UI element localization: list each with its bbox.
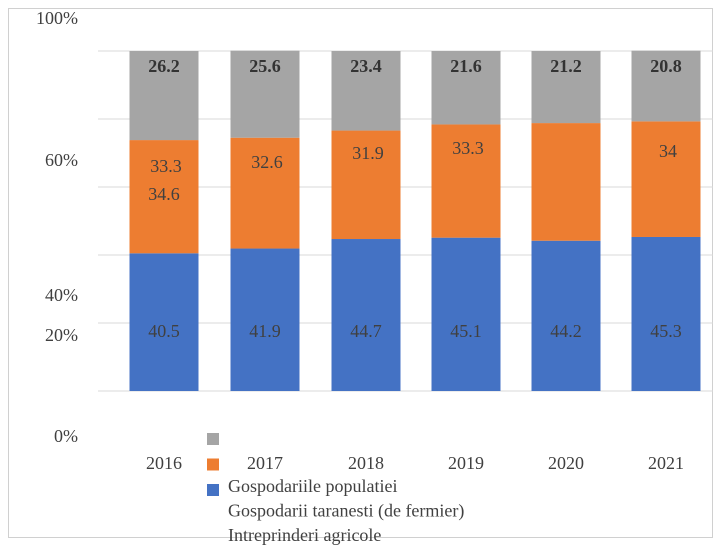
y-tick-label: 60%	[45, 150, 78, 170]
bar-segment	[230, 137, 300, 249]
bar-segment	[331, 239, 401, 391]
x-tick-label: 2020	[548, 453, 584, 473]
x-tick-label: 2021	[648, 453, 684, 473]
bar-segment	[531, 51, 601, 124]
x-tick-label: 2017	[247, 453, 283, 473]
bar-segment	[531, 240, 601, 391]
y-tick-label: 0%	[54, 426, 78, 446]
data-label: 32.6	[251, 152, 283, 172]
data-label: 34	[659, 141, 677, 161]
bar-segment	[631, 121, 701, 237]
data-label: 33.3	[150, 156, 182, 176]
data-label: 25.6	[249, 56, 281, 76]
bar-segment	[129, 51, 199, 141]
x-tick-label: 2018	[348, 453, 384, 473]
bar-segment	[531, 123, 601, 241]
bar-segment	[129, 140, 199, 254]
data-label: 23.4	[350, 56, 382, 76]
data-label: 45.3	[650, 321, 682, 341]
bar-segment	[631, 236, 701, 391]
legend-label: Gospodarii taranesti (de fermier)	[228, 501, 464, 522]
data-label: 26.2	[148, 56, 180, 76]
data-label: 20.8	[650, 56, 682, 76]
bar-segment	[431, 237, 501, 391]
data-label: 44.2	[550, 321, 582, 341]
bar-segment	[230, 248, 300, 391]
y-tick-label: 40%	[45, 285, 78, 305]
data-label: 31.9	[352, 143, 384, 163]
data-label: 40.5	[148, 321, 180, 341]
legend-label: Intreprinderi agricole	[228, 525, 381, 545]
data-label: 44.7	[350, 321, 382, 341]
data-label: 21.6	[450, 56, 482, 76]
data-label: 33.3	[452, 138, 484, 158]
legend-swatch	[207, 433, 219, 445]
legend-swatch	[207, 484, 219, 496]
data-label: 41.9	[249, 321, 281, 341]
x-tick-label: 2016	[146, 453, 182, 473]
x-tick-label: 2019	[448, 453, 484, 473]
data-label: 21.2	[550, 56, 582, 76]
bar-segment	[431, 124, 501, 238]
bar-segment	[230, 50, 300, 138]
bar-segment	[631, 50, 701, 122]
bar-segment	[431, 51, 501, 125]
bar-segment	[331, 130, 401, 240]
y-tick-label: 100%	[36, 8, 78, 28]
bar-segment	[331, 51, 401, 131]
bar-segment	[129, 253, 199, 391]
y-tick-label: 20%	[45, 325, 78, 345]
data-label: 45.1	[450, 321, 482, 341]
legend-swatch	[207, 458, 219, 471]
data-label: 34.6	[148, 184, 180, 204]
legend-label: Gospodariile populatiei	[228, 476, 397, 496]
